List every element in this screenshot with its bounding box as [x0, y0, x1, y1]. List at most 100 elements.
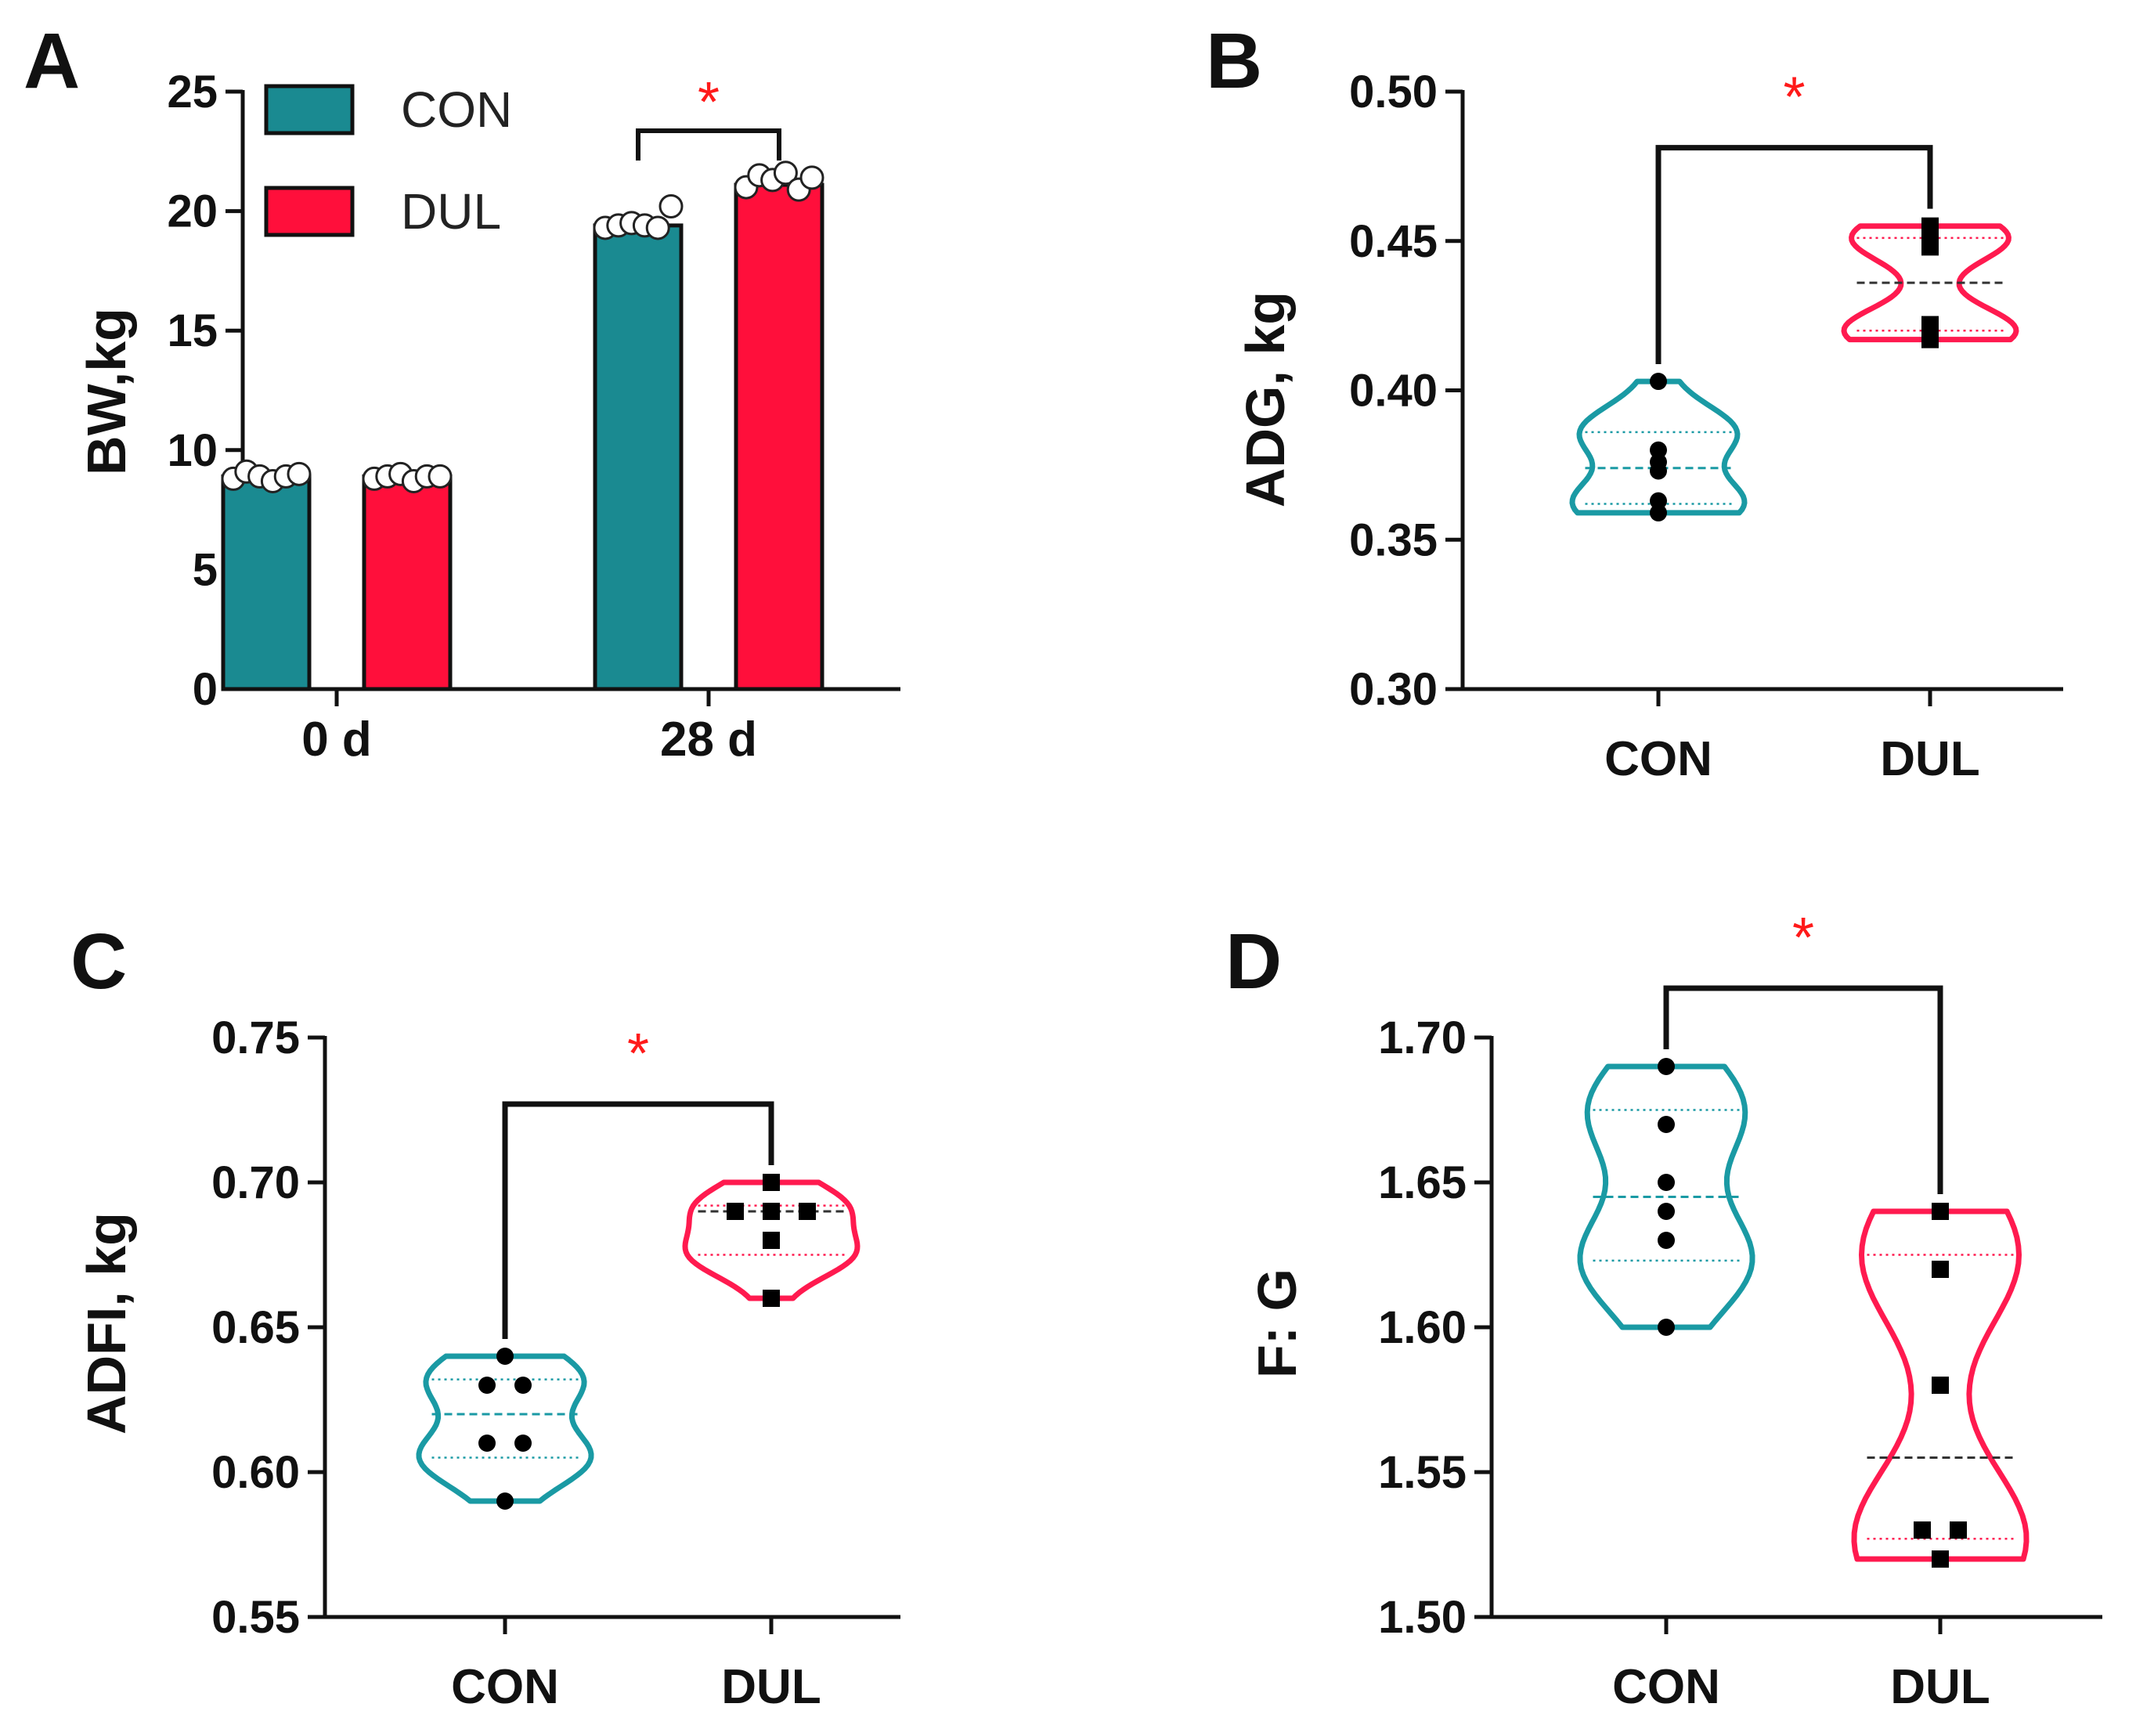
significance-bracket	[502, 1101, 774, 1339]
y-tick-label: 0.60	[211, 1447, 300, 1498]
y-tick-label: 25	[167, 67, 218, 117]
y-tick-label: 5	[193, 544, 218, 595]
data-point	[1650, 373, 1667, 391]
y-tick-label: 10	[167, 425, 218, 476]
x-tick-label: 0 d	[301, 713, 372, 767]
y-tick-label: 1.50	[1378, 1592, 1467, 1643]
data-point	[763, 1174, 780, 1191]
y-tick-label: 0.50	[1349, 67, 1438, 117]
y-tick-label: 0.75	[211, 1012, 300, 1063]
data-point	[1921, 238, 1939, 256]
violin-dul	[1841, 223, 2019, 343]
data-point	[514, 1377, 532, 1394]
data-point	[287, 461, 312, 486]
panel-label: C	[70, 918, 127, 1005]
significance-star: *	[627, 1023, 649, 1085]
data-point	[1658, 1203, 1675, 1220]
data-point	[1650, 492, 1667, 510]
panel-a: A 0 5 10 15 20 25 BW,kg 0 d 28 d * CON DUL	[23, 17, 900, 767]
data-point	[478, 1435, 496, 1452]
y-tick-label: 0.65	[211, 1302, 300, 1353]
significance-star: *	[1783, 67, 1805, 129]
significance-bracket	[1655, 145, 1933, 365]
y-axis-title: BW,kg	[76, 308, 137, 475]
data-point	[773, 161, 798, 186]
legend-label-con: CON	[401, 81, 512, 138]
data-point	[496, 1492, 514, 1510]
data-point	[1650, 441, 1667, 459]
violin-con	[1577, 1063, 1755, 1330]
data-point	[1650, 503, 1667, 522]
data-point	[763, 1203, 780, 1220]
legend-swatch-con	[264, 84, 355, 135]
x-tick-label: 28 d	[660, 713, 757, 767]
data-point	[799, 165, 824, 190]
panel-d: D 1.50 1.55 1.60 1.65 1.70 F: G CON DUL *	[1225, 907, 2102, 1714]
data-point	[645, 215, 670, 240]
data-point	[1950, 1521, 1967, 1539]
x-tick-label: CON	[1612, 1660, 1720, 1714]
panel-label: B	[1206, 17, 1262, 105]
data-point	[1914, 1521, 1931, 1539]
y-tick-label: 0.45	[1349, 216, 1438, 267]
bar-con	[221, 474, 312, 691]
data-point	[1658, 1232, 1675, 1249]
legend-swatch-dul	[264, 186, 355, 237]
panel-label: D	[1225, 918, 1282, 1005]
data-point	[1650, 462, 1667, 480]
data-point	[428, 464, 453, 489]
data-point	[1658, 1058, 1675, 1075]
data-point	[496, 1348, 514, 1365]
x-tick-label: DUL	[721, 1660, 821, 1714]
data-point	[1932, 1550, 1949, 1568]
significance-bracket	[636, 128, 781, 161]
panel-c: C 0.55 0.60 0.65 0.70 0.75 ADFI, kg CON DUL *	[70, 918, 900, 1714]
significance-star: *	[1792, 907, 1814, 969]
significance-star: *	[698, 71, 720, 134]
data-point	[1921, 330, 1939, 348]
legend-label-dul: DUL	[401, 183, 501, 240]
data-point	[1932, 1377, 1949, 1394]
y-tick-label: 20	[167, 186, 218, 237]
y-tick-label: 1.70	[1378, 1012, 1467, 1063]
y-tick-label: 0.35	[1349, 514, 1438, 565]
data-point	[763, 1290, 780, 1307]
x-tick-label: CON	[451, 1660, 559, 1714]
bar-dul	[734, 182, 824, 691]
y-tick-label: 0.55	[211, 1592, 300, 1643]
x-tick-label: DUL	[1890, 1660, 1990, 1714]
y-axis-title: F: G	[1247, 1269, 1308, 1378]
data-point	[514, 1435, 532, 1452]
data-point	[727, 1203, 744, 1220]
y-tick-label: 1.60	[1378, 1302, 1467, 1353]
y-tick-label: 1.55	[1378, 1447, 1467, 1498]
y-tick-label: 0.30	[1349, 664, 1438, 715]
panel-label: A	[23, 17, 80, 105]
violin-con	[416, 1353, 594, 1504]
data-point	[799, 1203, 816, 1220]
y-axis-title: ADG, kg	[1235, 291, 1296, 507]
y-tick-label: 0.40	[1349, 366, 1438, 417]
data-point	[1932, 1203, 1949, 1220]
bar-con	[593, 223, 684, 691]
y-tick-label: 0.70	[211, 1157, 300, 1208]
x-tick-label: DUL	[1880, 732, 1979, 786]
panel-b: B 0.30 0.35 0.40 0.45 0.50 ADG, kg CON DUL *	[1206, 17, 2063, 786]
y-tick-label: 0	[193, 664, 218, 715]
data-point	[478, 1377, 496, 1394]
significance-bracket	[1663, 985, 1943, 1194]
data-point	[1932, 1261, 1949, 1278]
data-point	[658, 193, 684, 218]
y-tick-label: 15	[167, 305, 218, 356]
data-point	[1658, 1116, 1675, 1133]
y-tick-label: 1.65	[1378, 1157, 1467, 1208]
data-point	[1658, 1319, 1675, 1336]
data-point	[1921, 217, 1939, 235]
y-axis-title: ADFI, kg	[76, 1212, 137, 1435]
data-point	[763, 1232, 780, 1249]
data-point	[1658, 1174, 1675, 1191]
bar-dul	[362, 474, 453, 691]
x-tick-label: CON	[1604, 732, 1712, 786]
